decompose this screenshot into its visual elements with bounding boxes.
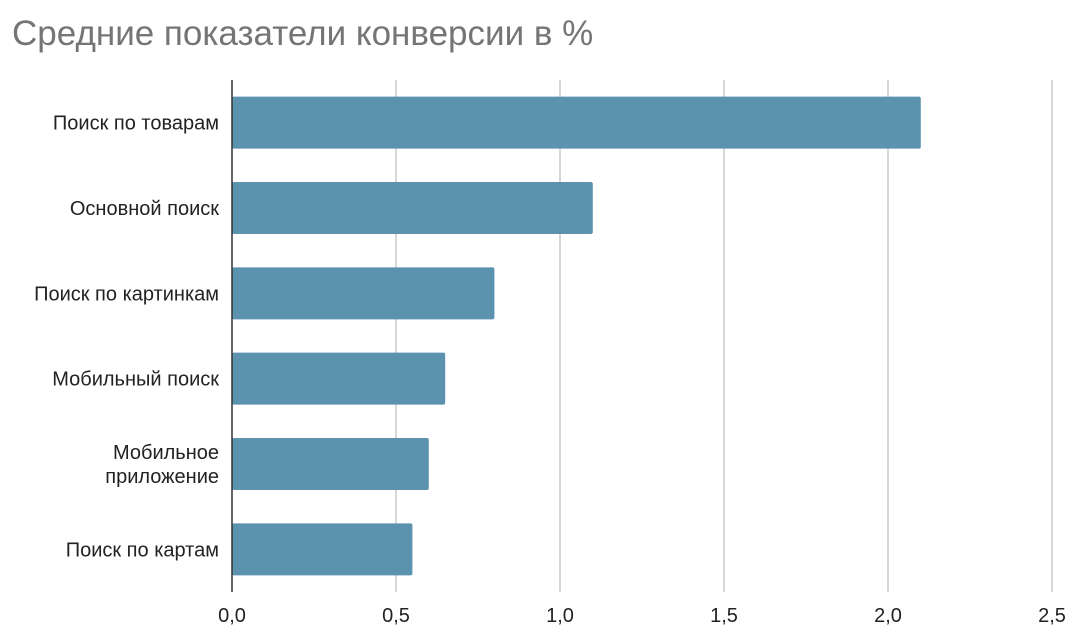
category-label: Мобильное приложение bbox=[105, 442, 219, 488]
category-label: Основной поиск bbox=[70, 198, 219, 220]
x-tick-label: 2,5 bbox=[1038, 605, 1066, 627]
category-label: Мобильный поиск bbox=[52, 369, 219, 391]
x-tick-label: 0,0 bbox=[218, 605, 246, 627]
chart-title: Средние показатели конверсии в % bbox=[12, 14, 594, 53]
bar bbox=[232, 267, 495, 320]
x-tick-labels: 0,0 0,5 1,0 1,5 2,0 2,5 bbox=[218, 605, 1066, 627]
grid-lines bbox=[395, 80, 1053, 592]
bar bbox=[232, 352, 446, 405]
bar bbox=[232, 438, 429, 490]
category-label: Поиск по картам bbox=[66, 539, 219, 561]
category-label-line: Поиск по картам bbox=[66, 539, 219, 561]
category-label-line: Мобильное bbox=[113, 442, 219, 464]
bar bbox=[232, 96, 921, 149]
category-label-line: Основной поиск bbox=[70, 198, 219, 220]
x-tick-label: 0,5 bbox=[382, 605, 410, 627]
category-label-line: приложение bbox=[105, 466, 219, 488]
x-tick-label: 1,0 bbox=[546, 605, 574, 627]
x-tick-label: 2,0 bbox=[874, 605, 902, 627]
x-tick-label: 1,5 bbox=[710, 605, 738, 627]
bars bbox=[232, 96, 921, 576]
category-label-line: Поиск по товарам bbox=[53, 113, 219, 135]
category-label-line: Мобильный поиск bbox=[52, 369, 219, 391]
bar bbox=[232, 182, 593, 234]
category-labels: Поиск по товарам Основной поиск Поиск по к… bbox=[34, 113, 219, 562]
category-label-line: Поиск по картинкам bbox=[34, 283, 219, 305]
bar bbox=[232, 523, 413, 576]
category-label: Поиск по картинкам bbox=[34, 283, 219, 305]
category-label: Поиск по товарам bbox=[53, 113, 219, 135]
